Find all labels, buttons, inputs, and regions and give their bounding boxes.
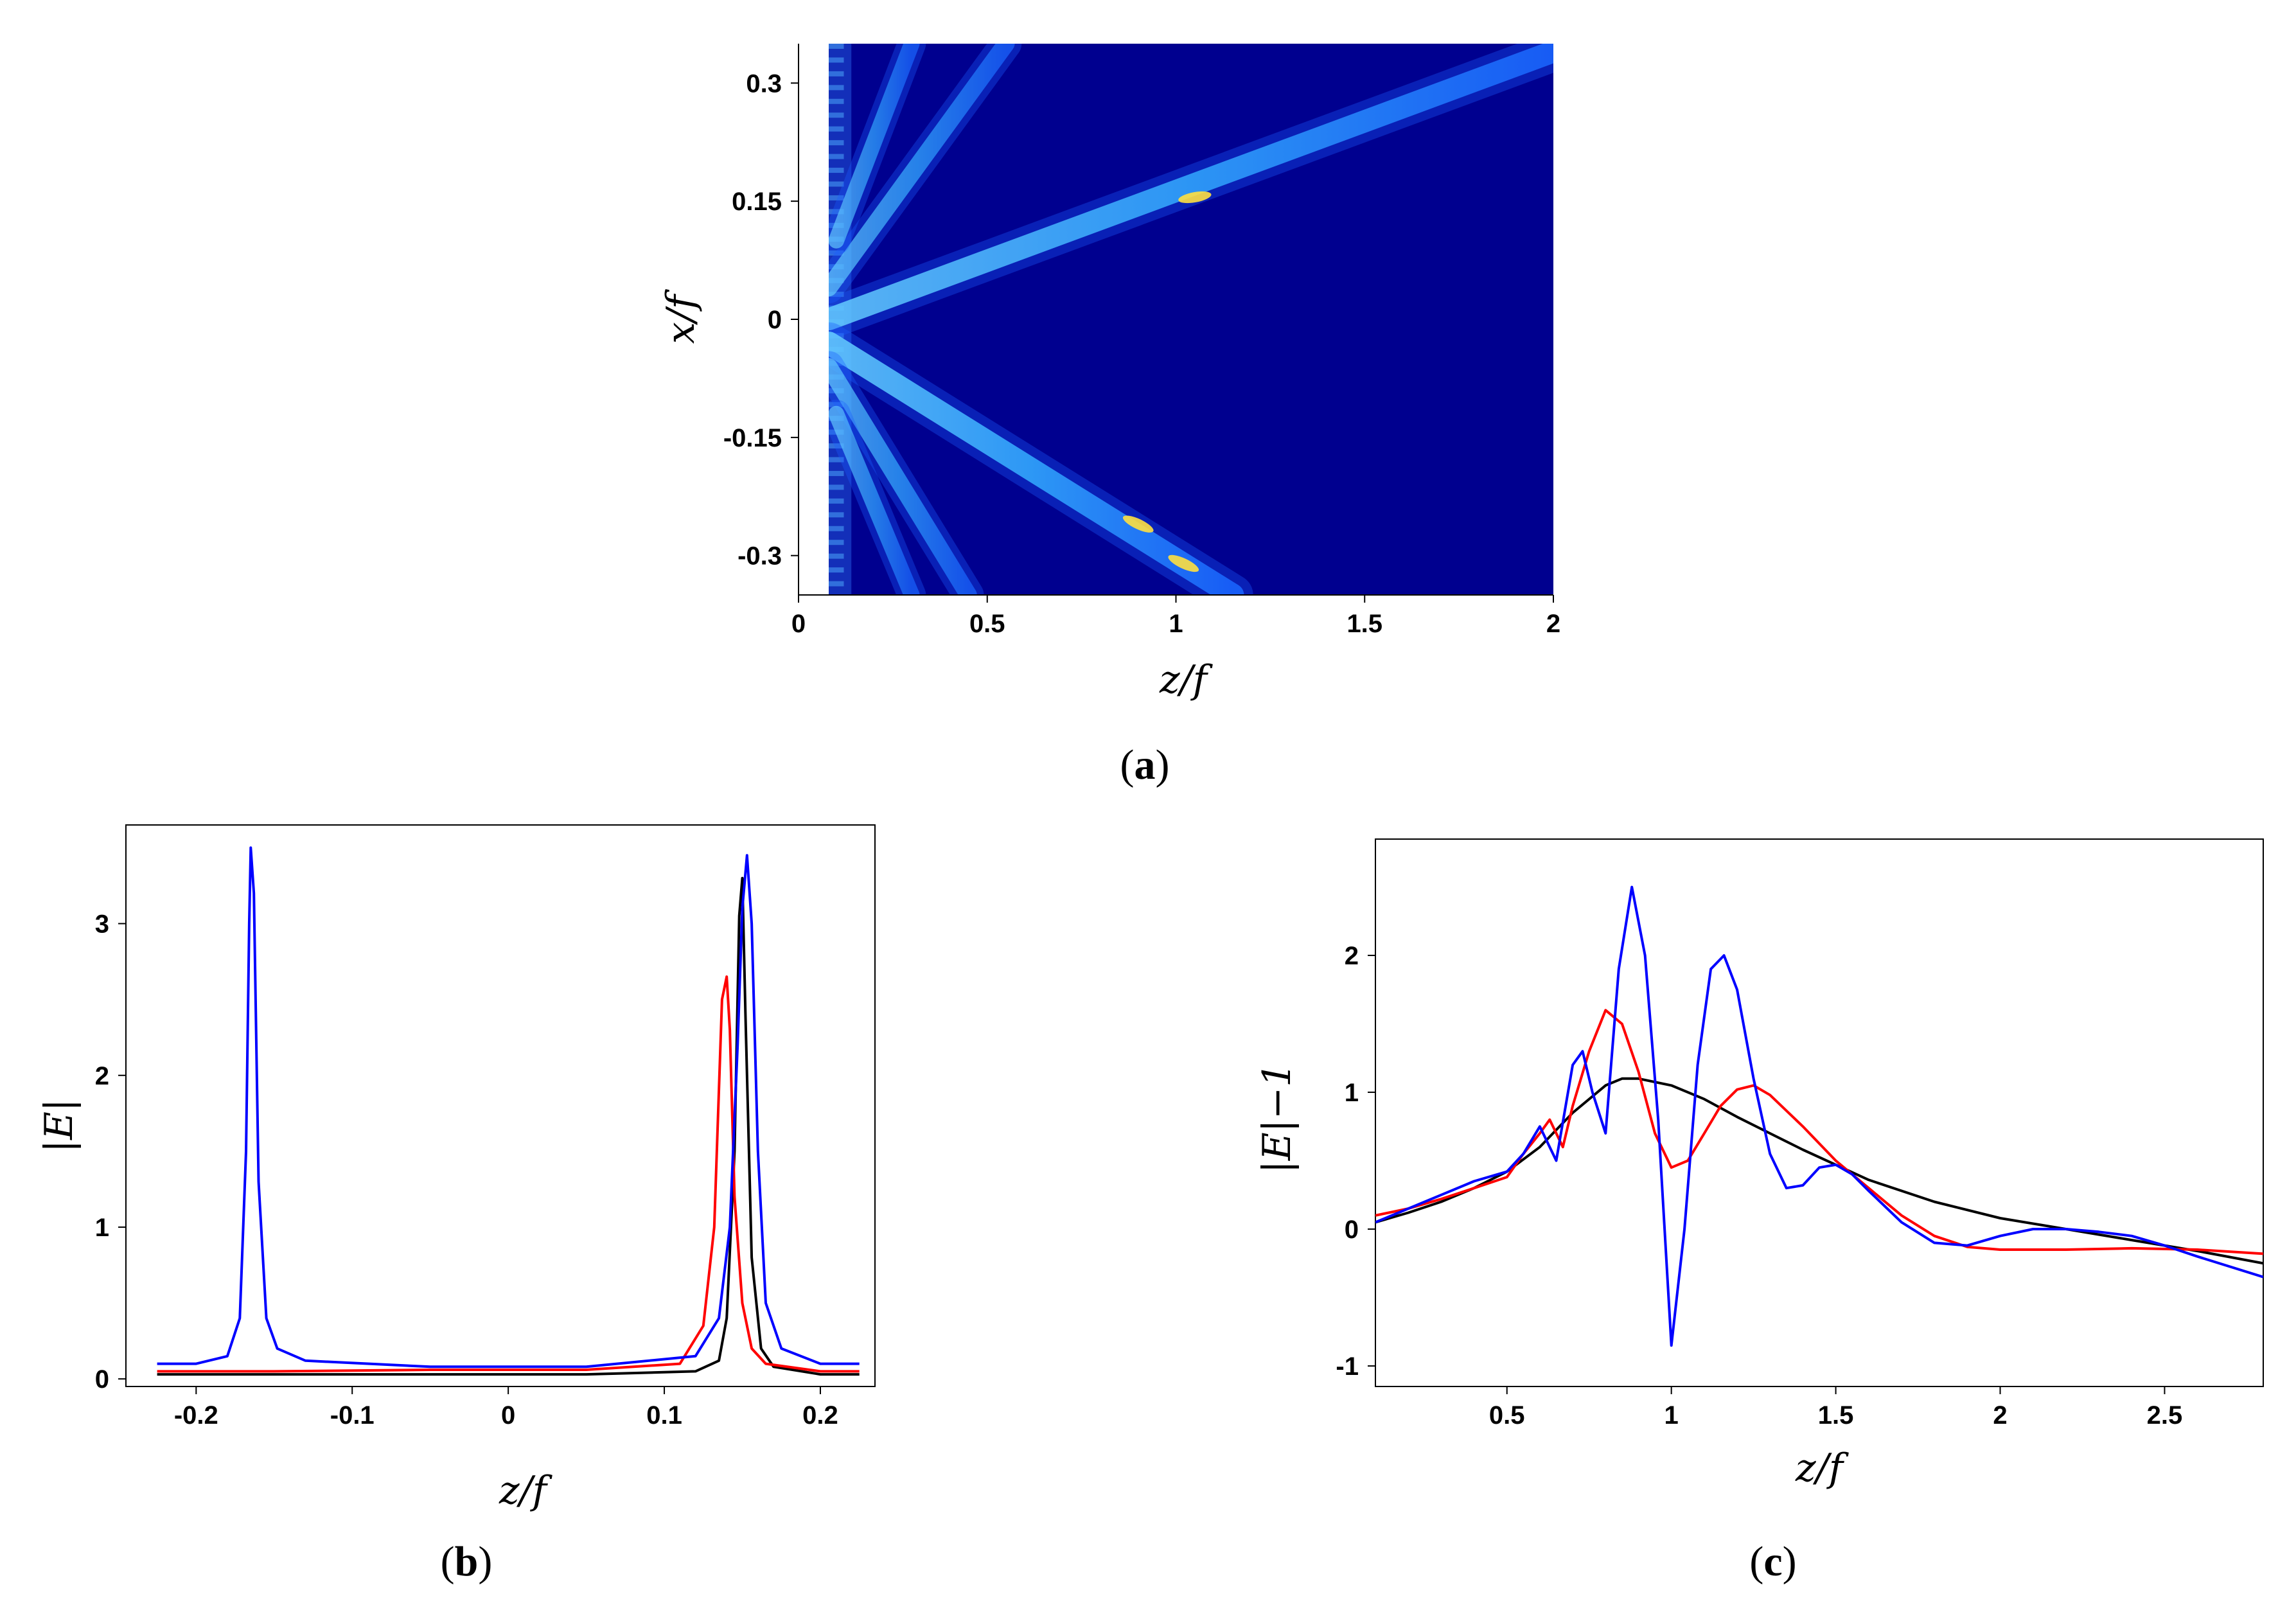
heatmap-stripe: [829, 85, 844, 91]
beam: [829, 44, 1015, 297]
heatmap-stripe: [829, 567, 844, 573]
y-tick-label-a: 0.3: [746, 69, 782, 98]
heatmap-stripe: [829, 457, 844, 463]
heatmap-stripe: [829, 526, 844, 531]
focal-hotspot: [1168, 554, 1199, 572]
series-line-black: [157, 876, 860, 1376]
heatmap-stripe: [829, 484, 844, 490]
panel-b: -0.2 -0.1 0 0.1 0.2 0 1 2 3 z/f |E| (b): [37, 824, 876, 1585]
plot-frame-c: [1375, 838, 2264, 1387]
series-line-blue: [1375, 885, 2263, 1347]
heatmap-stripe: [829, 71, 844, 76]
y-axis-label-a: x/f: [658, 288, 703, 344]
series-line-red: [1375, 1009, 2263, 1255]
y-tick-label-b: 0: [95, 1365, 109, 1394]
heatmap-stripe: [829, 154, 844, 159]
beam: [829, 358, 977, 595]
series-lines-b: [157, 846, 860, 1376]
x-tick-label-b: -0.2: [174, 1401, 218, 1430]
axes-a: 0 0.5 1 1.5 2 0.3 0.15 0 -0.15 -0.3: [723, 44, 1560, 638]
series-line-black: [1375, 1077, 2263, 1265]
x-axis-label-b: z/f: [499, 1468, 553, 1513]
plot-frame-b: [125, 824, 876, 1387]
x-tick-label-b: 0.2: [802, 1401, 838, 1430]
x-tick-label-c: 2: [1993, 1401, 2007, 1430]
y-tick-label-c: 2: [1345, 942, 1359, 970]
x-tick-label-b: 0: [501, 1401, 515, 1430]
heatmap-stripe: [829, 57, 844, 63]
x-tick-label-c: 1: [1665, 1401, 1679, 1430]
beam: [829, 331, 1244, 595]
heatmap-stripe: [829, 402, 844, 407]
heatmap-stripe: [829, 498, 844, 504]
heatmap-stripe: [829, 581, 844, 587]
heatmap-stripe: [829, 512, 844, 518]
heatmap-stripe: [829, 443, 844, 449]
caption-b: (b): [441, 1538, 493, 1585]
y-tick-label-c: 1: [1345, 1079, 1359, 1107]
series-line-blue: [157, 846, 860, 1369]
y-tick-label-a: 0.15: [732, 188, 782, 216]
heatmap-stripe: [829, 292, 844, 297]
y-tick-label-b: 2: [95, 1062, 109, 1090]
heatmap-stripe: [829, 126, 844, 132]
caption-c: (c): [1749, 1538, 1796, 1585]
caption-letter-b: b: [455, 1538, 479, 1585]
heatmap-stripe: [829, 195, 844, 200]
focal-hotspot: [1178, 191, 1212, 204]
heatmap-stripe: [829, 140, 844, 146]
panel-c: 0.5 1 1.5 2 2.5 -1 0 1 2 z/f |E|−1 (c): [1255, 838, 2264, 1585]
x-tick-label-b: 0.1: [646, 1401, 682, 1430]
y-axis-label-b: |E|: [37, 1099, 82, 1153]
beam: [829, 44, 920, 249]
heatmap-stripe: [829, 98, 844, 104]
heatmap-stripe: [829, 540, 844, 545]
y-tick-label-b: 1: [95, 1214, 109, 1242]
beam: [829, 405, 920, 595]
x-axis-label-a: z/f: [1159, 657, 1214, 702]
panel-a: 0 0.5 1 1.5 2 0.3 0.15 0 -0.15 -0.3 z/f x/f (a): [658, 44, 1560, 788]
heatmap-stripe: [829, 209, 844, 215]
y-axis-label-c: |E|−1: [1255, 1063, 1300, 1174]
heatmap-stripe: [829, 112, 844, 118]
heatmap-stripe: [829, 250, 844, 256]
y-tick-label-c: -1: [1336, 1352, 1359, 1381]
x-tick-label-a: 1.5: [1347, 610, 1382, 638]
series-lines-c: [1375, 885, 2263, 1347]
series-line-red: [157, 975, 860, 1373]
x-tick-label-a: 1: [1169, 610, 1183, 638]
caption-letter-c: c: [1763, 1538, 1782, 1585]
axes-c: 0.5 1 1.5 2 2.5 -1 0 1 2: [1336, 942, 2182, 1430]
x-axis-label-c: z/f: [1795, 1446, 1850, 1491]
heatmap-stripe: [829, 168, 844, 173]
x-tick-label-c: 2.5: [2147, 1401, 2183, 1430]
y-tick-label-a: 0: [768, 306, 782, 334]
heatmap-stripe: [829, 181, 844, 187]
caption-a: (a): [1120, 741, 1170, 788]
beam: [829, 44, 1553, 331]
caption-letter-a: a: [1135, 741, 1156, 788]
x-tick-label-a: 2: [1546, 610, 1560, 638]
x-tick-label-c: 1.5: [1818, 1401, 1854, 1430]
x-tick-label-a: 0.5: [969, 610, 1005, 638]
heatmap-stripe: [829, 470, 844, 476]
y-tick-label-b: 3: [95, 910, 109, 939]
y-tick-label-c: 0: [1345, 1216, 1359, 1244]
heatmap-beams: [829, 44, 1553, 595]
y-tick-label-a: -0.3: [737, 542, 782, 571]
y-tick-label-a: -0.15: [723, 424, 782, 452]
x-tick-label-b: -0.1: [330, 1401, 375, 1430]
x-tick-label-c: 0.5: [1489, 1401, 1525, 1430]
axes-b: -0.2 -0.1 0 0.1 0.2 0 1 2 3: [95, 910, 838, 1430]
heatmap-stripe: [829, 44, 844, 49]
x-tick-label-a: 0: [791, 610, 806, 638]
heatmap-stripe: [829, 553, 844, 559]
focal-hotspot: [1122, 515, 1154, 533]
